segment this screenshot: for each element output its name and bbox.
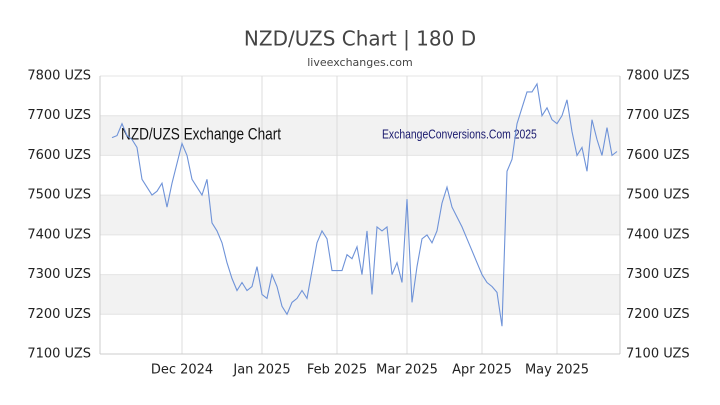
- y-tick-label-right: 7700 UZS: [626, 108, 690, 123]
- y-tick-label-right: 7200 UZS: [626, 307, 690, 322]
- y-tick-label: 7600 UZS: [27, 148, 91, 163]
- x-tick-label: Apr 2025: [452, 363, 512, 378]
- y-tick-label: 7700 UZS: [27, 108, 91, 123]
- y-tick-label: 7100 UZS: [27, 347, 91, 362]
- y-tick-label: 7400 UZS: [27, 227, 91, 242]
- x-tick-label: May 2025: [525, 363, 589, 378]
- y-tick-label: 7800 UZS: [27, 69, 91, 84]
- grid: [100, 75, 620, 355]
- x-tick-label: Dec 2024: [151, 363, 213, 378]
- grid-band: [100, 195, 620, 235]
- grid-band: [100, 115, 620, 156]
- chart-subtitle: liveexchanges.com: [307, 56, 412, 69]
- x-tick-label: Jan 2025: [232, 363, 290, 378]
- y-tick-label: 7200 UZS: [27, 307, 91, 322]
- grid-band: [100, 274, 620, 315]
- y-tick-label-right: 7400 UZS: [626, 227, 690, 242]
- y-tick-label: 7300 UZS: [27, 267, 91, 282]
- line-series: [111, 82, 618, 327]
- x-tick-label: Mar 2025: [376, 363, 438, 378]
- bands: [100, 115, 620, 315]
- annotation: NZD/UZS Exchange Chart: [121, 125, 282, 144]
- x-tick-label: Feb 2025: [307, 363, 367, 378]
- y-tick-label-right: 7100 UZS: [626, 347, 690, 362]
- chart-title: NZD/UZS Chart | 180 D: [244, 27, 476, 51]
- y-tick-label-right: 7300 UZS: [626, 267, 690, 282]
- y-tick-label-right: 7600 UZS: [626, 148, 690, 163]
- y-tick-label-right: 7500 UZS: [626, 188, 690, 203]
- annotation: ExchangeConversions.Com 2025: [382, 127, 537, 141]
- y-tick-label: 7500 UZS: [27, 188, 91, 203]
- y-tick-label-right: 7800 UZS: [626, 69, 690, 84]
